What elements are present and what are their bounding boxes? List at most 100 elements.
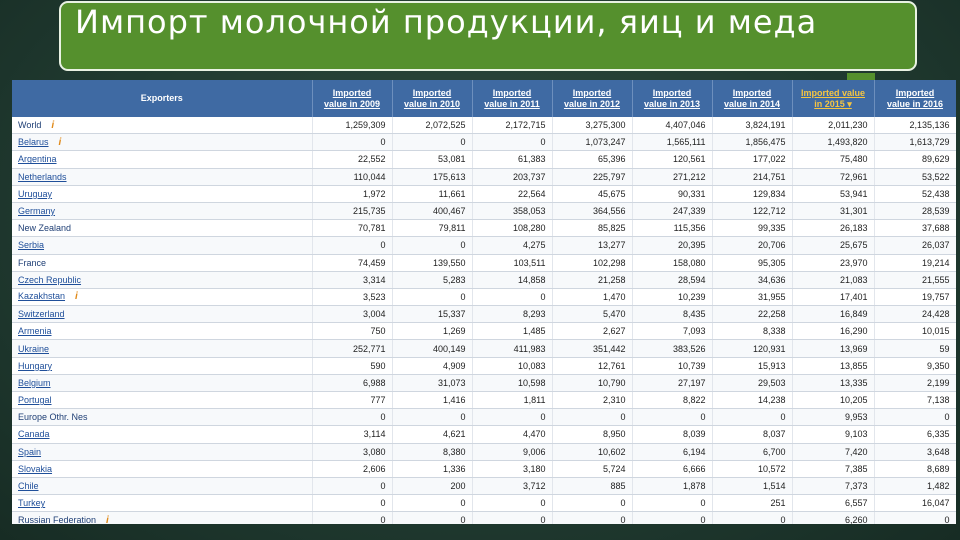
exporter-link[interactable]: Uruguay xyxy=(18,188,53,199)
value-cell: 0 xyxy=(472,133,553,152)
value-cell: 1,259,309 xyxy=(312,117,393,135)
value-cell: 74,459 xyxy=(312,254,393,272)
value-cell: 95,305 xyxy=(712,254,793,272)
exporter-cell: Spain xyxy=(12,443,313,461)
value-cell: 8,950 xyxy=(552,425,633,444)
table-row: Belgium 6,988 31,073 10,598 10,790 27,197 29,5… xyxy=(12,374,956,393)
exporter-cell: Uruguay xyxy=(12,185,313,203)
value-cell: 2,011,230 xyxy=(792,117,875,135)
exporter-cell: New Zealand xyxy=(12,219,313,238)
info-icon[interactable]: i xyxy=(75,291,78,303)
header-imported-value[interactable]: Imported value in 2010 xyxy=(392,80,473,117)
value-cell: 400,149 xyxy=(392,339,473,358)
value-cell: 27,197 xyxy=(632,374,713,393)
info-icon[interactable]: i xyxy=(51,119,55,131)
value-cell: 99,335 xyxy=(712,219,793,238)
value-cell: 12,761 xyxy=(552,357,633,375)
info-icon[interactable]: i xyxy=(106,514,109,524)
table-row: Portugal 777 1,416 1,811 2,310 8,822 14,238 10,… xyxy=(12,391,956,410)
value-cell: 31,073 xyxy=(392,374,473,393)
value-cell: 0 xyxy=(472,511,553,524)
exporter-link[interactable]: Chile xyxy=(18,481,39,492)
exporter-link[interactable]: Czech Republic xyxy=(18,274,82,285)
value-cell: 22,552 xyxy=(312,150,393,169)
value-cell: 1,470 xyxy=(552,288,633,307)
exporter-link[interactable]: Portugal xyxy=(18,395,52,406)
header-imported-value[interactable]: Imported value in 2014 xyxy=(712,80,793,117)
value-cell: 31,955 xyxy=(712,288,793,307)
value-cell: 10,739 xyxy=(632,357,713,375)
table-row: Germany 215,735 400,467 358,053 364,556 247,3… xyxy=(12,202,956,221)
exporter-cell: Ukraine xyxy=(12,339,313,358)
value-cell: 3,275,300 xyxy=(552,117,633,135)
value-cell: 6,260 xyxy=(792,511,875,524)
header-imported-value[interactable]: Imported value in 2015 ▾ xyxy=(792,80,875,117)
exporter-link[interactable]: Spain xyxy=(18,446,42,457)
table-row: Kazakhstan i 3,523 0 0 1,470 10,239 31,955 17,40… xyxy=(12,288,956,307)
header-imported-value[interactable]: Imported value in 2016 xyxy=(874,80,956,117)
value-cell: 0 xyxy=(392,408,473,427)
value-cell: 0 xyxy=(472,288,553,307)
exporter-link[interactable]: Argentina xyxy=(18,154,57,165)
value-cell: 53,522 xyxy=(874,168,956,186)
exporter-link[interactable]: Slovakia xyxy=(18,463,53,474)
value-cell: 1,269 xyxy=(392,322,473,341)
exporter-link[interactable]: Hungary xyxy=(18,360,53,371)
exporter-cell: Kazakhstan i xyxy=(12,288,313,307)
value-cell: 5,283 xyxy=(392,271,473,289)
value-cell: 1,972 xyxy=(312,185,393,203)
value-cell: 411,983 xyxy=(472,339,553,358)
exporter-link[interactable]: Belarus xyxy=(18,136,49,147)
value-cell: 0 xyxy=(312,477,393,496)
info-icon[interactable]: i xyxy=(58,136,62,148)
table-body: World i 1,259,309 2,072,525 2,172,715 3,275,3… xyxy=(12,117,956,524)
value-cell: 21,258 xyxy=(552,271,633,289)
value-cell: 0 xyxy=(874,408,956,427)
value-cell: 777 xyxy=(312,391,393,410)
exporter-cell: France xyxy=(12,254,313,272)
value-cell: 1,485 xyxy=(472,322,553,341)
slide-title: Импорт молочной продукции, яиц и меда xyxy=(75,3,818,41)
value-cell: 20,706 xyxy=(712,236,793,255)
value-cell: 358,053 xyxy=(472,202,553,221)
header-imported-value[interactable]: Imported value in 2009 xyxy=(312,80,393,117)
value-cell: 9,953 xyxy=(792,408,875,427)
value-cell: 26,037 xyxy=(874,236,956,255)
value-cell: 85,825 xyxy=(552,219,633,238)
value-cell: 53,081 xyxy=(392,150,473,169)
value-cell: 3,180 xyxy=(472,460,553,478)
header-imported-value[interactable]: Imported value in 2012 xyxy=(552,80,633,117)
exporter-link[interactable]: Netherlands xyxy=(18,171,67,182)
exporter-link[interactable]: Turkey xyxy=(18,498,46,509)
exporter-link[interactable]: Belgium xyxy=(18,377,51,388)
value-cell: 10,083 xyxy=(472,357,553,375)
exporter-cell: Belgium xyxy=(12,374,313,393)
value-cell: 177,022 xyxy=(712,150,793,169)
exporter-link[interactable]: Canada xyxy=(18,429,50,440)
value-cell: 351,442 xyxy=(552,339,633,358)
exporter-link[interactable]: Armenia xyxy=(18,326,52,337)
value-cell: 225,797 xyxy=(552,168,633,186)
exporter-link[interactable]: Serbia xyxy=(18,240,45,251)
header-imported-value[interactable]: Imported value in 2011 xyxy=(472,80,553,117)
exporter-link[interactable]: Ukraine xyxy=(18,343,50,354)
value-cell: 0 xyxy=(552,494,633,513)
value-cell: 10,015 xyxy=(874,322,956,341)
exporter-link[interactable]: Switzerland xyxy=(18,309,65,320)
exporter-link[interactable]: Kazakhstan xyxy=(18,291,66,302)
value-cell: 10,205 xyxy=(792,391,875,410)
header-imported-value[interactable]: Imported value in 2013 xyxy=(632,80,713,117)
value-cell: 1,613,729 xyxy=(874,133,956,152)
header-line1: Imported xyxy=(492,87,532,98)
value-cell: 3,824,191 xyxy=(712,117,793,135)
value-cell: 13,855 xyxy=(792,357,875,375)
exporter-cell: Armenia xyxy=(12,322,313,341)
value-cell: 37,688 xyxy=(874,219,956,238)
value-cell: 13,335 xyxy=(792,374,875,393)
exporter-link[interactable]: Germany xyxy=(18,206,56,217)
value-cell: 3,648 xyxy=(874,443,956,461)
table-row: Argentina 22,552 53,081 61,383 65,396 120,561… xyxy=(12,150,956,169)
value-cell: 4,909 xyxy=(392,357,473,375)
table-row: France 74,459 139,550 103,511 102,298 158,080… xyxy=(12,254,956,272)
exporter-name: France xyxy=(18,257,47,268)
